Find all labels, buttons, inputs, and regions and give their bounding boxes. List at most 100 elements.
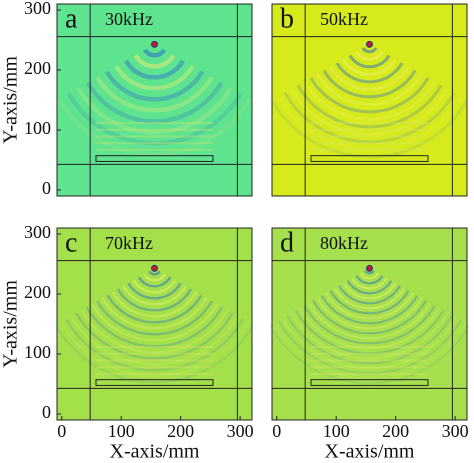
y-axis-label: Y-axis/mm — [0, 56, 22, 144]
field-background — [271, 3, 468, 197]
wavefront — [114, 65, 195, 91]
field-background — [56, 227, 253, 421]
wavefront — [76, 87, 233, 135]
panel-title: 70kHz — [105, 233, 153, 253]
y-tick-label: 0 — [42, 178, 51, 198]
panel: a 30kHz 0 100 200 300 Y-axis/mm — [0, 0, 253, 198]
wavefront — [80, 309, 229, 354]
panel-label: d — [280, 227, 294, 258]
panel-label: a — [65, 3, 78, 34]
wavefront — [137, 276, 172, 288]
panel-title: 30kHz — [105, 9, 153, 29]
wavefront — [296, 84, 443, 129]
wavefront — [329, 65, 410, 91]
x-tick-label: 200 — [167, 421, 194, 441]
wavefront — [316, 297, 423, 330]
panel: d 80kHz 0 100 200 300 X-axis/mm — [268, 227, 471, 463]
y-tick-label: 200 — [24, 58, 51, 78]
panel: b 50kHz — [270, 3, 469, 197]
wavefront — [309, 77, 430, 114]
x-tick-label: 100 — [108, 421, 135, 441]
wavefront — [307, 302, 432, 340]
plate — [310, 155, 429, 162]
wavefront — [283, 92, 456, 144]
wavefront — [364, 270, 375, 275]
wavefront — [59, 321, 250, 378]
wavefront — [320, 295, 419, 325]
wavefront — [66, 92, 243, 146]
y-axis-label: Y-axis/mm — [0, 280, 22, 368]
wavefront — [281, 317, 458, 370]
wavefront — [57, 97, 252, 157]
wavefront — [273, 322, 466, 380]
wavefront — [111, 291, 198, 318]
wavefront — [64, 318, 245, 372]
wavefront — [322, 69, 417, 99]
wavefront — [277, 320, 462, 375]
x-tick-label: 200 — [382, 421, 409, 441]
plate — [310, 379, 429, 386]
x-tick-label: 0 — [57, 421, 66, 441]
y-tick-label: 300 — [24, 222, 51, 242]
wavefront — [312, 300, 427, 335]
y-tick-label: 100 — [24, 118, 51, 138]
y-tick-label: 100 — [24, 342, 51, 362]
source — [151, 264, 158, 272]
wavefront — [122, 285, 187, 306]
source — [366, 40, 373, 48]
wavefront — [294, 310, 445, 355]
wavefront — [123, 59, 186, 80]
wavefront — [286, 315, 453, 365]
wavefront — [333, 287, 406, 310]
source — [151, 40, 158, 48]
panel-title: 80kHz — [320, 233, 368, 253]
wavefront — [143, 48, 166, 58]
wavefront — [54, 324, 255, 384]
wavefront — [299, 307, 440, 350]
wavefront — [277, 95, 462, 151]
wavefront — [338, 285, 401, 305]
plate — [95, 155, 214, 162]
wavefront — [85, 306, 224, 348]
wavefront — [361, 47, 378, 54]
wavefront — [117, 288, 192, 312]
wavefront — [325, 292, 414, 320]
wavefront — [355, 275, 384, 285]
wavefront — [268, 325, 471, 385]
wavefront — [335, 62, 404, 84]
wavefront — [270, 99, 469, 159]
wavefront — [348, 54, 391, 69]
y-tick-label: 200 — [24, 282, 51, 302]
wavefront — [95, 76, 214, 113]
wavefront — [143, 273, 166, 282]
wavefront — [132, 279, 177, 294]
wavefront — [316, 73, 423, 106]
wavefront — [101, 297, 208, 330]
wavefront — [342, 282, 397, 300]
panel-label: b — [280, 3, 294, 34]
wavefront — [127, 282, 182, 300]
panel-label: c — [65, 227, 77, 258]
wavefront — [359, 272, 380, 280]
wavefront — [303, 305, 436, 345]
panel-title: 50kHz — [320, 9, 368, 29]
panel: c 70kHz 0 100 200 300 0 100 200 300 Y-axis/mm X-axi… — [0, 222, 255, 463]
x-tick-label: 0 — [272, 421, 281, 441]
wavefront — [91, 303, 218, 342]
wavefront — [290, 88, 449, 136]
plate — [95, 379, 214, 386]
wavefront — [303, 80, 436, 121]
wavefront — [104, 70, 205, 102]
x-tick-label: 100 — [323, 421, 350, 441]
wavefront — [96, 300, 213, 336]
x-axis-label: X-axis/mm — [325, 441, 415, 463]
wavefront — [346, 280, 393, 295]
wavefront — [133, 54, 176, 69]
wavefront — [75, 312, 234, 360]
wavefront — [106, 294, 203, 324]
x-axis-label: X-axis/mm — [110, 441, 200, 463]
wavefront — [329, 290, 410, 315]
y-tick-label: 300 — [24, 0, 51, 18]
wavefront — [70, 315, 239, 366]
x-tick-label: 300 — [227, 421, 254, 441]
